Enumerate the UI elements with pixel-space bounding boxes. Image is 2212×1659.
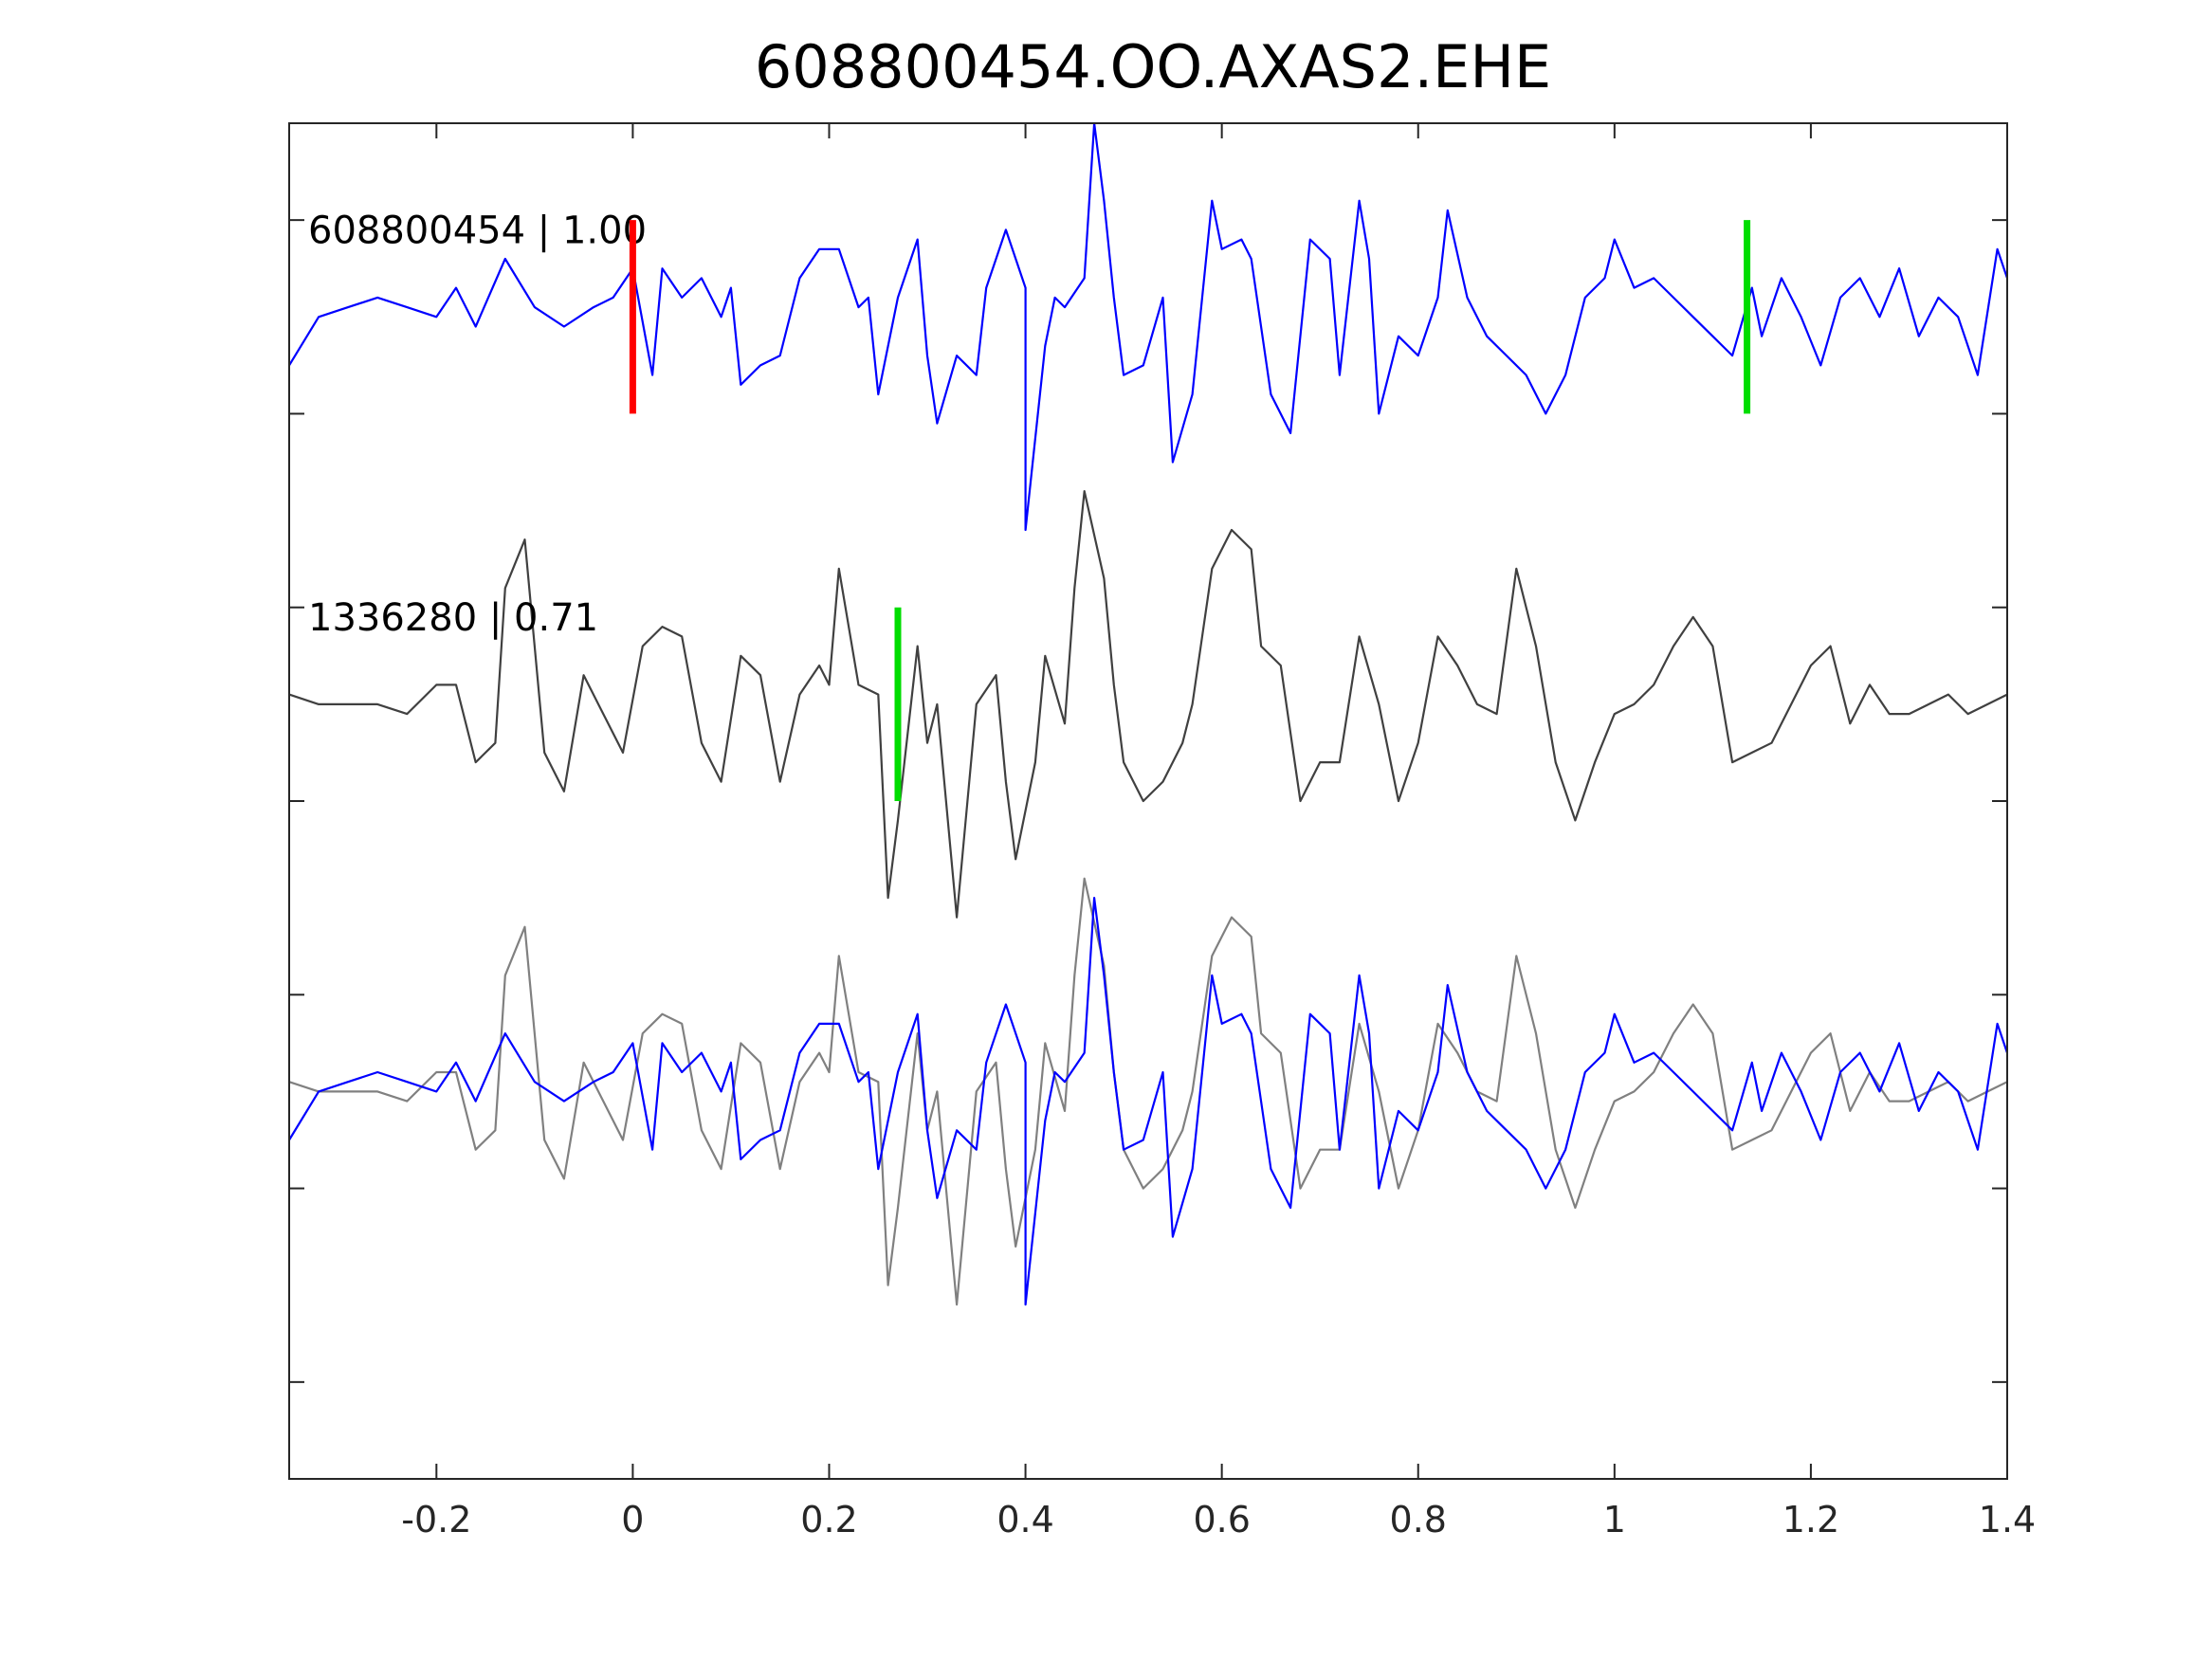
trace-line-0 bbox=[288, 121, 2009, 532]
x-tick-label: 1.4 bbox=[1979, 1499, 2036, 1540]
x-tick-label: 0.8 bbox=[1390, 1499, 1447, 1540]
overlay-series-0 bbox=[288, 877, 2008, 1306]
trace-label-1: 1336280 | 0.71 bbox=[308, 596, 598, 640]
overlay-series-1 bbox=[288, 897, 2009, 1306]
x-tick-label: -0.2 bbox=[401, 1499, 471, 1540]
x-tick-label: 1 bbox=[1603, 1499, 1626, 1540]
x-tick-label: 0.2 bbox=[800, 1499, 857, 1540]
chart-title: 608800454.OO.AXAS2.EHE bbox=[755, 32, 1551, 101]
x-tick-label: 1.2 bbox=[1782, 1499, 1839, 1540]
plot-area: 608800454 | 1.00 1336280 | 0.71 bbox=[288, 121, 2009, 1306]
trace-label-0: 608800454 | 1.00 bbox=[308, 209, 647, 252]
x-tick-label: 0.4 bbox=[996, 1499, 1053, 1540]
trace-line-1 bbox=[288, 490, 2008, 919]
x-tick-labels: -0.2 0 0.2 0.4 0.6 0.8 1 1.2 1.4 bbox=[401, 1499, 2036, 1540]
x-tick-label: 0 bbox=[621, 1499, 644, 1540]
axis-ticks bbox=[289, 123, 2008, 1479]
x-tick-label: 0.6 bbox=[1193, 1499, 1250, 1540]
